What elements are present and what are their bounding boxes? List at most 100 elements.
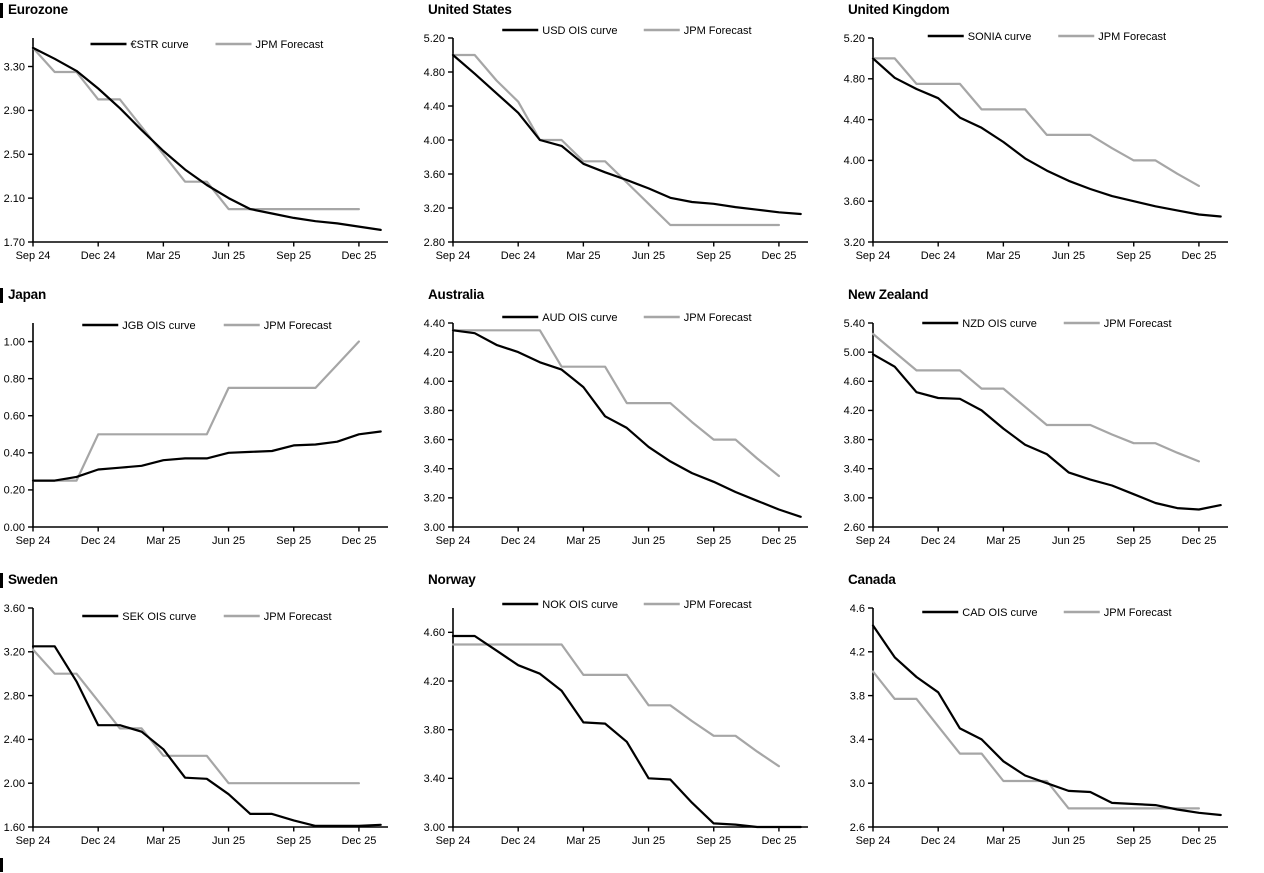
chart-plot: 2.6 3.0 3.4 3.8 4.2 4.6 Sep 24 Dec 24 Mar 25 Jun …: [850, 603, 1228, 847]
ois-curve-line: [451, 329, 802, 518]
y-tick-label: 3.20: [424, 493, 445, 505]
ois-curve-line: [31, 645, 382, 827]
x-tick-label: Sep 25: [1116, 835, 1151, 847]
x-tick-label: Sep 24: [436, 250, 471, 262]
x-tick-label: Dec 24: [81, 835, 116, 847]
legend-ois-label: CAD OIS curve: [962, 607, 1037, 619]
chart-title: Canada: [848, 572, 896, 587]
chart-title: Japan: [8, 287, 47, 302]
x-tick-label: Jun 25: [632, 835, 665, 847]
legend-ois-label: SONIA curve: [968, 31, 1032, 43]
chart-plot: 1.70 2.10 2.50 2.90 3.30 Sep 24 Dec 24 Mar 25 Ju…: [4, 38, 388, 262]
x-tick-label: Dec 25: [1181, 250, 1216, 262]
y-tick-label: 3.8: [850, 690, 865, 702]
x-tick-label: Mar 25: [146, 835, 180, 847]
chart-cell: Australia 3.00 3.20 3.40 3.60 3.80 4.00 4.20 4.…: [420, 285, 840, 570]
chart-title: United Kingdom: [848, 2, 950, 17]
forecast-line: [871, 670, 1200, 810]
legend-forecast-label: JPM Forecast: [684, 599, 752, 611]
x-tick-label: Sep 25: [1116, 250, 1151, 262]
chart-cell: Norway 3.00 3.40 3.80 4.20 4.60 Sep 24 Dec 24 M…: [420, 570, 840, 873]
legend-forecast-label: JPM Forecast: [1104, 318, 1172, 330]
y-tick-label: 4.20: [424, 347, 445, 359]
x-tick-label: Dec 25: [341, 250, 376, 262]
x-tick-label: Sep 24: [856, 835, 891, 847]
x-tick-label: Sep 24: [16, 835, 51, 847]
legend-forecast-label: JPM Forecast: [264, 320, 332, 332]
x-tick-label: Mar 25: [146, 250, 180, 262]
y-tick-label: 2.50: [4, 149, 25, 161]
x-tick-label: Sep 24: [436, 535, 471, 547]
y-tick-label: 3.80: [424, 405, 445, 417]
chart-plot: 3.00 3.40 3.80 4.20 4.60 Sep 24 Dec 24 Mar 25 Ju…: [424, 599, 808, 847]
y-tick-label: 5.20: [844, 33, 865, 45]
x-tick-label: Sep 24: [856, 250, 891, 262]
x-tick-label: Mar 25: [566, 835, 600, 847]
y-tick-label: 2.90: [4, 105, 25, 117]
y-tick-label: 3.4: [850, 734, 865, 746]
y-tick-label: 3.00: [844, 493, 865, 505]
x-tick-label: Dec 25: [341, 835, 376, 847]
forecast-line: [451, 53, 780, 227]
forecast-line: [31, 648, 360, 785]
legend-ois-label: NOK OIS curve: [542, 599, 618, 611]
x-tick-label: Jun 25: [212, 835, 245, 847]
x-tick-label: Dec 25: [1181, 535, 1216, 547]
forecast-line: [871, 57, 1200, 187]
x-tick-label: Sep 25: [696, 535, 731, 547]
y-tick-label: 4.2: [850, 647, 865, 659]
x-tick-label: Dec 24: [501, 535, 536, 547]
ois-curve-line: [31, 430, 382, 482]
chart-plot: 3.00 3.20 3.40 3.60 3.80 4.00 4.20 4.40 Sep 24 De…: [424, 312, 808, 547]
x-tick-label: Sep 24: [16, 250, 51, 262]
legend-forecast-label: JPM Forecast: [684, 312, 752, 324]
chart-cell: Eurozone 1.70 2.10 2.50 2.90 3.30 Sep 24 Dec 2…: [0, 0, 420, 285]
x-tick-label: Sep 25: [276, 250, 311, 262]
x-tick-label: Mar 25: [566, 250, 600, 262]
chart-title: Sweden: [8, 572, 58, 587]
y-tick-label: 4.00: [844, 155, 865, 167]
x-tick-label: Mar 25: [566, 535, 600, 547]
chart-plot: 1.60 2.00 2.40 2.80 3.20 3.60 Sep 24 Dec 24 Mar …: [4, 603, 388, 847]
y-tick-label: 2.80: [4, 690, 25, 702]
y-tick-label: 4.60: [424, 627, 445, 639]
y-tick-label: 3.60: [844, 196, 865, 208]
y-tick-label: 5.00: [844, 347, 865, 359]
legend-ois-label: JGB OIS curve: [122, 320, 195, 332]
chart-title: United States: [428, 2, 512, 17]
y-tick-label: 3.40: [844, 464, 865, 476]
ois-curve-line: [871, 353, 1222, 511]
chart-cell: United States 2.80 3.20 3.60 4.00 4.40 4.80 5.…: [420, 0, 840, 285]
x-tick-label: Dec 24: [501, 835, 536, 847]
chart-title: Australia: [428, 287, 484, 302]
x-tick-label: Jun 25: [1052, 250, 1085, 262]
chart-cell: Japan 0.00 0.20 0.40 0.60 0.80 1.00 Sep 24 Dec …: [0, 285, 420, 570]
legend-ois-label: €STR curve: [131, 39, 189, 51]
x-tick-label: Dec 24: [921, 835, 956, 847]
x-tick-label: Dec 25: [1181, 835, 1216, 847]
x-tick-label: Mar 25: [146, 535, 180, 547]
legend-ois-label: SEK OIS curve: [122, 611, 196, 623]
x-tick-label: Dec 25: [761, 250, 796, 262]
y-tick-label: 3.20: [4, 647, 25, 659]
y-tick-label: 2.80: [424, 237, 445, 249]
y-tick-label: 5.40: [844, 318, 865, 330]
x-tick-label: Dec 24: [81, 250, 116, 262]
y-tick-label: 3.00: [424, 822, 445, 834]
chart-cell: Canada 2.6 3.0 3.4 3.8 4.2 4.6 Sep 24 Dec 24 Mar…: [840, 570, 1264, 873]
y-tick-label: 4.60: [844, 376, 865, 388]
forecast-line: [451, 329, 780, 478]
x-tick-label: Sep 24: [436, 835, 471, 847]
x-tick-label: Dec 24: [921, 250, 956, 262]
x-tick-label: Sep 25: [696, 835, 731, 847]
x-tick-label: Jun 25: [632, 250, 665, 262]
legend-ois-label: USD OIS curve: [542, 25, 617, 37]
x-tick-label: Sep 25: [1116, 535, 1151, 547]
x-tick-label: Sep 24: [856, 535, 891, 547]
ois-curve-line: [451, 53, 802, 216]
y-tick-label: 4.40: [424, 101, 445, 113]
x-tick-label: Sep 24: [16, 535, 51, 547]
x-tick-label: Dec 24: [921, 535, 956, 547]
chart-cell: New Zealand 2.60 3.00 3.40 3.80 4.20 4.60 5.00…: [840, 285, 1264, 570]
